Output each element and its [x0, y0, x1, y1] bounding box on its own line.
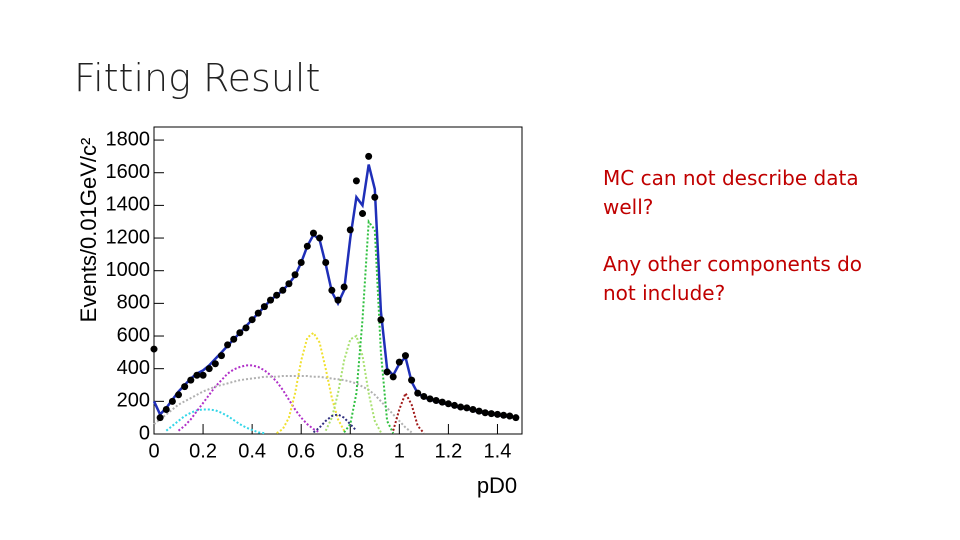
- y-axis-label: Events/0.01GeV/c²: [76, 138, 101, 323]
- component-line: [392, 390, 425, 434]
- data-point: [168, 397, 176, 405]
- data-point: [401, 352, 409, 360]
- data-point: [254, 309, 262, 317]
- data-point: [512, 414, 520, 422]
- x-tick-label: 0.8: [336, 440, 364, 462]
- y-tick-label: 400: [117, 357, 150, 379]
- data-point: [334, 296, 342, 304]
- y-tick-label: 1000: [106, 259, 151, 281]
- data-point: [230, 335, 238, 343]
- data-point: [273, 291, 281, 299]
- y-tick-label: 0: [139, 422, 150, 444]
- data-point: [285, 280, 293, 288]
- data-point: [438, 398, 446, 406]
- data-point: [181, 383, 189, 391]
- data-point: [309, 229, 317, 237]
- data-point: [475, 407, 483, 415]
- data-point: [297, 259, 305, 267]
- data-point: [236, 329, 244, 337]
- data-point: [420, 392, 428, 400]
- component-line: [312, 413, 358, 434]
- slide-title: Fitting Result: [74, 56, 321, 100]
- data-point: [414, 389, 422, 397]
- component-line: [165, 408, 265, 435]
- data-point: [211, 360, 219, 368]
- data-point: [316, 234, 324, 242]
- data-point: [303, 242, 311, 250]
- x-tick-label: 0.2: [189, 440, 217, 462]
- data-point: [340, 283, 348, 291]
- data-point: [346, 226, 354, 234]
- y-tick-label: 1200: [106, 226, 151, 248]
- note: Any other components do not include?: [603, 252, 863, 305]
- data-point: [187, 376, 195, 384]
- data-point: [260, 303, 268, 311]
- data-point: [205, 365, 213, 373]
- data-point: [156, 414, 164, 422]
- x-tick-label: 0.6: [287, 440, 315, 462]
- x-axis-label: pD0: [477, 473, 517, 498]
- data-point: [463, 404, 471, 412]
- x-tick-label: 1.2: [434, 440, 462, 462]
- data-point: [371, 193, 379, 201]
- data-point: [217, 352, 225, 360]
- y-tick-label: 600: [117, 324, 150, 346]
- data-point: [267, 296, 275, 304]
- data-point: [481, 409, 489, 417]
- data-point: [322, 259, 330, 267]
- data-point: [500, 411, 508, 419]
- x-tick-label: 1.4: [484, 440, 512, 462]
- data-point: [365, 152, 373, 160]
- x-tick-label: 0.4: [238, 440, 266, 462]
- data-point: [193, 371, 201, 379]
- component-line: [343, 218, 395, 434]
- component-line: [153, 375, 413, 434]
- data-point: [377, 316, 385, 324]
- data-point: [175, 391, 183, 399]
- y-tick-label: 1800: [106, 128, 151, 150]
- data-point: [291, 271, 299, 279]
- data-point: [352, 177, 360, 185]
- data-point: [457, 403, 465, 411]
- note: MC can not describe data well?: [603, 166, 859, 219]
- data-point: [328, 286, 336, 294]
- data-point: [248, 316, 256, 324]
- data-point: [506, 412, 514, 420]
- plot-frame: [153, 126, 523, 435]
- data-point: [150, 345, 158, 353]
- data-point: [279, 286, 287, 294]
- data-point: [395, 358, 403, 366]
- data-point: [224, 341, 232, 349]
- data-point: [162, 406, 170, 414]
- data-point: [242, 324, 250, 332]
- data-point: [426, 395, 434, 403]
- component-line: [324, 334, 382, 433]
- data-point: [408, 376, 416, 384]
- data-point: [199, 371, 207, 379]
- x-tick-label: 0: [148, 440, 159, 462]
- data-point: [487, 410, 495, 418]
- data-point: [469, 406, 477, 414]
- data-point: [432, 397, 440, 405]
- x-tick-label: 1: [394, 440, 405, 462]
- data-point: [383, 368, 391, 376]
- data-point: [389, 373, 397, 381]
- data-point: [451, 401, 459, 409]
- data-point: [493, 410, 501, 418]
- data-point: [444, 400, 452, 408]
- y-tick-label: 800: [117, 292, 150, 314]
- data-point: [359, 210, 367, 218]
- y-tick-label: 1400: [106, 194, 151, 216]
- component-line: [276, 331, 345, 435]
- y-tick-label: 1600: [106, 161, 151, 183]
- y-tick-label: 200: [117, 390, 150, 412]
